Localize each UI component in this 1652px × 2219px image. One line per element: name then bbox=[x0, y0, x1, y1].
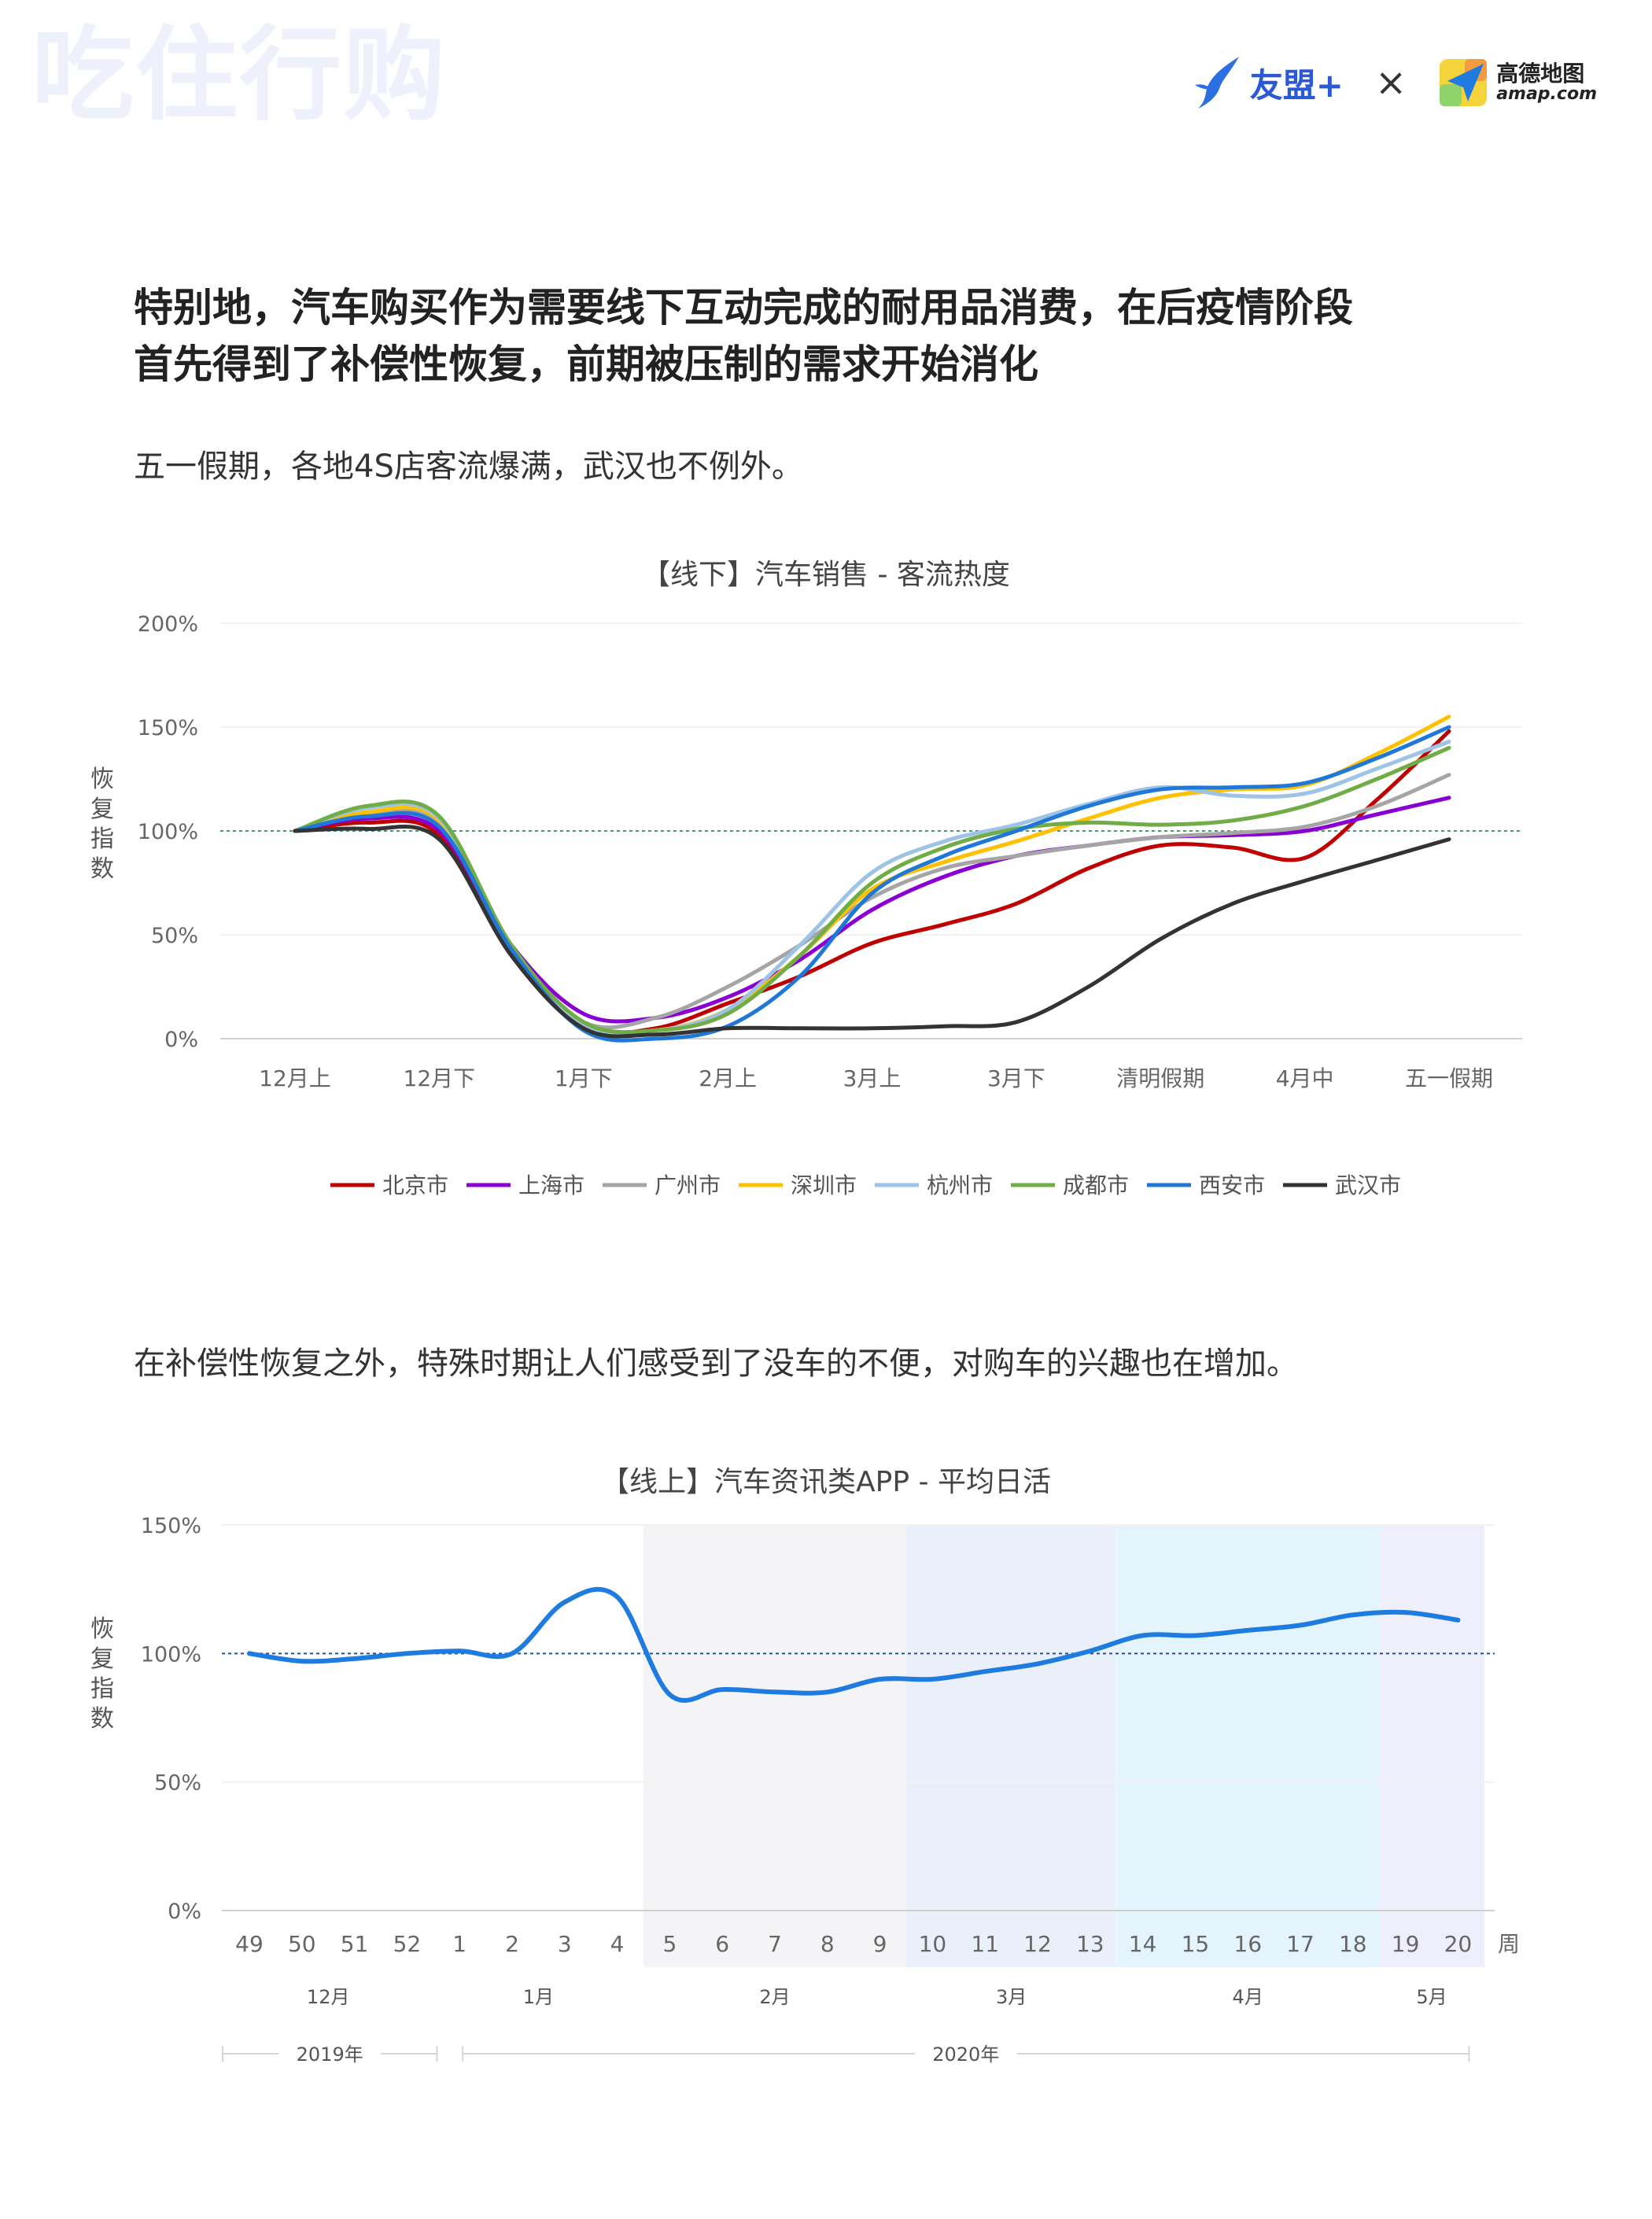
x-axis-unit: 周 bbox=[1498, 1931, 1520, 1957]
year-label: 2019年 bbox=[297, 2044, 363, 2066]
legend-label: 上海市 bbox=[518, 1172, 584, 1198]
page-heading: 特别地，汽车购买作为需要线下互动完成的耐用品消费，在后疫情阶段 首先得到了补偿性… bbox=[134, 279, 1534, 393]
y-tick-label: 100% bbox=[138, 820, 198, 844]
legend-label: 成都市 bbox=[1063, 1172, 1129, 1198]
amap-logo: 高德地图 amap.com bbox=[1438, 57, 1597, 108]
y-tick-label: 50% bbox=[151, 924, 198, 948]
x-tick-label: 13 bbox=[1076, 1931, 1104, 1957]
series-line-5 bbox=[293, 745, 1451, 1035]
x-tick-label: 清明假期 bbox=[1116, 1065, 1204, 1091]
x-tick-label: 17 bbox=[1286, 1931, 1315, 1957]
month-label: 12月 bbox=[307, 1986, 350, 2008]
legend-label: 武汉市 bbox=[1335, 1172, 1401, 1198]
x-tick-label: 51 bbox=[341, 1931, 369, 1957]
x-tick-label: 52 bbox=[393, 1931, 422, 1957]
x-tick-label: 11 bbox=[971, 1931, 999, 1957]
x-tick-label: 10 bbox=[919, 1931, 947, 1957]
umeng-label: 友盟+ bbox=[1249, 65, 1344, 105]
x-tick-label: 12 bbox=[1023, 1931, 1052, 1957]
y-tick-label: 200% bbox=[138, 612, 198, 637]
year-label: 2020年 bbox=[932, 2044, 999, 2066]
y-tick-label: 150% bbox=[141, 1514, 201, 1538]
month-label: 3月 bbox=[996, 1986, 1027, 2008]
x-tick-label: 18 bbox=[1339, 1931, 1367, 1957]
period-band bbox=[906, 1525, 1117, 1967]
month-label: 2月 bbox=[759, 1986, 790, 2008]
x-tick-label: 15 bbox=[1182, 1931, 1210, 1957]
y-tick-label: 0% bbox=[164, 1028, 198, 1052]
x-tick-label: 6 bbox=[715, 1931, 729, 1957]
legend-label: 深圳市 bbox=[791, 1172, 857, 1198]
y-axis-label-char: 恢 bbox=[90, 1615, 114, 1643]
x-tick-label: 20 bbox=[1444, 1931, 1473, 1957]
heading-line-2: 首先得到了补偿性恢复，前期被压制的需求开始消化 bbox=[134, 342, 1038, 387]
heading-line-1: 特别地，汽车购买作为需要线下互动完成的耐用品消费，在后疫情阶段 bbox=[134, 285, 1353, 330]
x-tick-label: 1月下 bbox=[555, 1065, 613, 1091]
x-tick-label: 3 bbox=[558, 1931, 572, 1957]
x-tick-label: 16 bbox=[1233, 1931, 1262, 1957]
y-axis-label-char: 指 bbox=[90, 825, 114, 853]
x-tick-label: 8 bbox=[820, 1931, 835, 1957]
period-band bbox=[1116, 1525, 1380, 1967]
y-axis-label-char: 指 bbox=[90, 1675, 114, 1703]
x-tick-label: 12月下 bbox=[404, 1065, 476, 1091]
chart-title: 【线下】汽车销售 - 客流热度 bbox=[642, 559, 1010, 591]
y-tick-label: 50% bbox=[154, 1771, 201, 1796]
amap-en-label: amap.com bbox=[1496, 84, 1597, 105]
amap-icon bbox=[1440, 59, 1488, 106]
x-tick-label: 3月上 bbox=[843, 1065, 902, 1091]
x-tick-label: 14 bbox=[1129, 1931, 1157, 1957]
x-tick-label: 1 bbox=[452, 1931, 466, 1957]
y-tick-label: 100% bbox=[141, 1642, 201, 1667]
x-tick-label: 2月上 bbox=[699, 1065, 757, 1091]
x-tick-label: 3月下 bbox=[987, 1065, 1045, 1091]
x-tick-label: 12月上 bbox=[259, 1065, 331, 1091]
x-tick-label: 9 bbox=[873, 1931, 887, 1957]
period-band bbox=[643, 1525, 906, 1967]
brand-mark-text: 吃住行购 bbox=[31, 15, 448, 135]
chart-title: 【线上】汽车资讯类APP - 平均日活 bbox=[601, 1466, 1051, 1498]
paragraph-online: 在补偿性恢复之外，特殊时期让人们感受到了没车的不便，对购车的兴趣也在增加。 bbox=[134, 1346, 1298, 1382]
partner-logos: 友盟+ × 高德地图 amap.com bbox=[1193, 47, 1597, 118]
month-label: 1月 bbox=[523, 1986, 554, 2008]
umeng-logo: 友盟+ bbox=[1193, 55, 1344, 110]
legend-label: 杭州市 bbox=[927, 1172, 993, 1198]
month-label: 4月 bbox=[1233, 1986, 1263, 2008]
series-line bbox=[247, 1586, 1461, 1703]
amap-cn-label: 高德地图 bbox=[1496, 60, 1585, 87]
x-tick-label: 50 bbox=[288, 1931, 316, 1957]
y-tick-label: 150% bbox=[138, 716, 198, 740]
period-band bbox=[1379, 1525, 1484, 1967]
x-tick-label: 7 bbox=[768, 1931, 782, 1957]
y-axis-label-char: 数 bbox=[90, 1705, 114, 1733]
x-tick-label: 4 bbox=[610, 1931, 625, 1957]
x-tick-label: 5 bbox=[662, 1931, 677, 1957]
month-label: 5月 bbox=[1416, 1986, 1447, 2008]
bird-icon bbox=[1194, 57, 1239, 109]
y-axis-label-char: 数 bbox=[90, 855, 114, 883]
cross-icon: × bbox=[1374, 61, 1407, 105]
y-axis-label-char: 恢 bbox=[90, 766, 114, 793]
x-tick-label: 2 bbox=[505, 1931, 519, 1957]
x-tick-label: 4月中 bbox=[1276, 1065, 1334, 1091]
paragraph-offline: 五一假期，各地4S店客流爆满，武汉也不例外。 bbox=[134, 449, 803, 485]
legend-label: 北京市 bbox=[382, 1172, 448, 1198]
y-axis-label-char: 复 bbox=[90, 1645, 114, 1673]
brand-mark: 吃住行购 bbox=[31, 24, 447, 126]
y-tick-label: 0% bbox=[168, 1900, 201, 1924]
x-tick-label: 19 bbox=[1392, 1931, 1420, 1957]
legend-label: 西安市 bbox=[1199, 1172, 1265, 1198]
legend-label: 广州市 bbox=[655, 1172, 721, 1198]
series-line-7 bbox=[293, 825, 1451, 1039]
series-line-6 bbox=[293, 725, 1451, 1043]
x-tick-label: 五一假期 bbox=[1405, 1065, 1493, 1091]
x-tick-label: 49 bbox=[235, 1931, 264, 1957]
y-axis-label-char: 复 bbox=[90, 796, 114, 823]
